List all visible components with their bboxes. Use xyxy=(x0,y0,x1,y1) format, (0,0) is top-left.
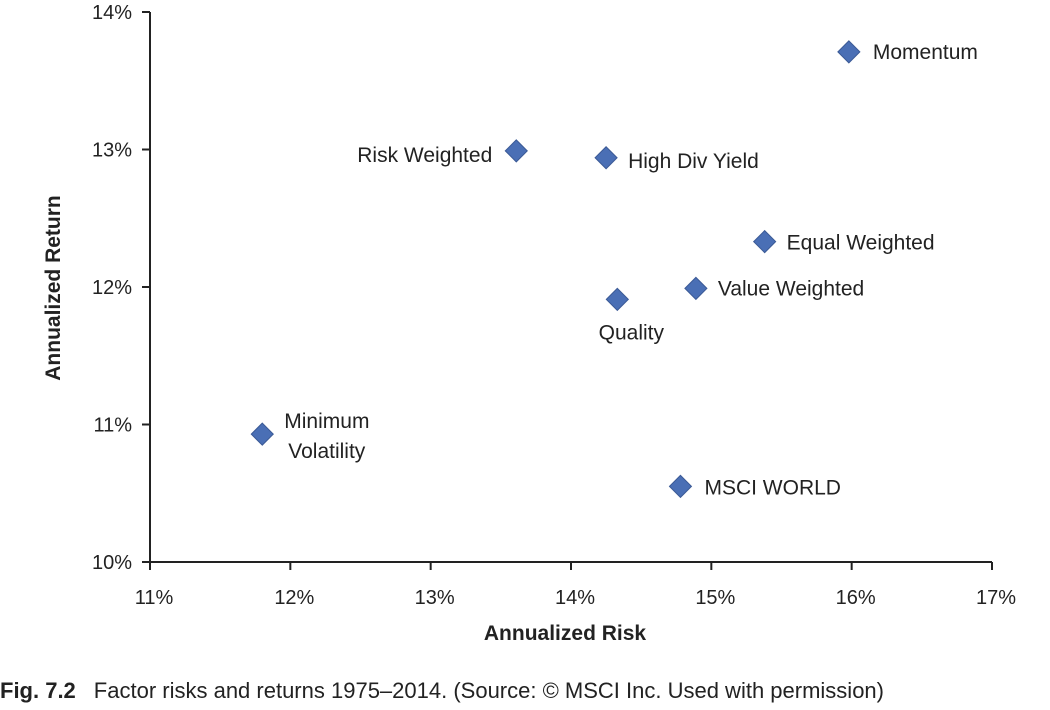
x-tick-label: 11% xyxy=(135,587,174,609)
data-point-diamond xyxy=(668,474,693,499)
figure-label: Fig. 7.2 xyxy=(0,678,76,703)
data-point-diamond xyxy=(250,422,274,446)
data-point-label: Risk Weighted xyxy=(357,144,492,167)
x-axis-title: Annualized Risk xyxy=(484,622,647,645)
y-tick-label: 10% xyxy=(92,552,132,574)
y-tick-label: 12% xyxy=(92,277,132,299)
y-tick-label: 14% xyxy=(92,2,132,24)
data-point-diamond xyxy=(752,229,777,254)
data-point-diamond xyxy=(594,146,618,170)
data-point-diamond xyxy=(504,139,528,163)
x-tick-label: 13% xyxy=(415,587,455,609)
y-axis-title: Annualized Return xyxy=(42,195,65,381)
y-tick-label: 11% xyxy=(93,415,132,437)
axes: 11% 12% 13% 14% 15% 16% 17%10%11%12%13%14% xyxy=(92,2,1016,609)
data-point-label: MSCI WORLD xyxy=(704,476,841,499)
data-point-diamond xyxy=(605,287,630,312)
figure-caption: Fig. 7.2 Factor risks and returns 1975–20… xyxy=(0,678,884,704)
x-tick-label: 15% xyxy=(695,587,735,609)
x-tick-label: 16% xyxy=(836,587,876,609)
x-tick-label: 12% xyxy=(274,587,314,609)
x-tick-label: 14% xyxy=(555,587,595,609)
data-point-label: Equal Weighted xyxy=(787,232,935,255)
data-point-label: Momentum xyxy=(873,41,978,64)
data-points: Momentum Risk Weighted High Div Yield Equal… xyxy=(250,40,978,499)
data-point-label: High Div Yield xyxy=(628,150,759,173)
y-tick-label: 13% xyxy=(92,140,132,162)
x-tick-label: 17% xyxy=(976,587,1016,609)
caption-text: Factor risks and returns 1975–2014. (Sou… xyxy=(93,678,884,703)
data-point-label: Value Weighted xyxy=(718,277,864,300)
data-point-label: Minimum xyxy=(284,410,369,433)
data-point-label: Volatility xyxy=(288,440,366,463)
data-point-label: Quality xyxy=(599,321,665,344)
factor-scatter-chart: 11% 12% 13% 14% 15% 16% 17%10%11%12%13%14% Mom… xyxy=(42,2,1016,645)
data-point-diamond xyxy=(684,276,708,301)
data-point-diamond xyxy=(837,40,861,64)
